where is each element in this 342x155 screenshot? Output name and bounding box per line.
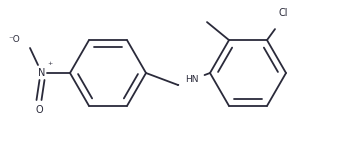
Text: O: O <box>35 105 43 115</box>
Text: Cl: Cl <box>278 8 288 18</box>
Text: N: N <box>38 68 46 78</box>
Text: +: + <box>47 61 52 66</box>
Text: ⁻O: ⁻O <box>8 35 20 44</box>
Text: HN: HN <box>185 75 198 84</box>
